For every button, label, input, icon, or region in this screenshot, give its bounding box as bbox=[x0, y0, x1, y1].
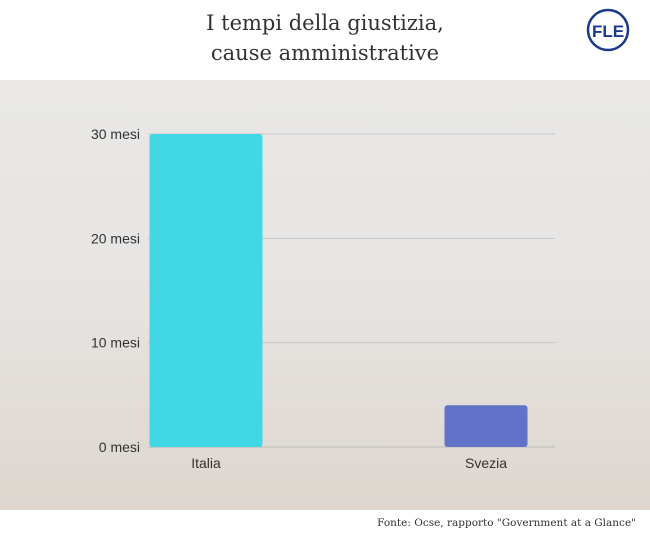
y-tick-label: 30 mesi bbox=[91, 126, 140, 142]
x-tick-label: Svezia bbox=[465, 455, 507, 471]
y-tick-label: 10 mesi bbox=[91, 335, 140, 351]
chart-title: I tempi della giustizia, cause amministr… bbox=[0, 8, 650, 68]
x-tick-label: Italia bbox=[191, 455, 221, 471]
y-tick-label: 0 mesi bbox=[99, 439, 140, 455]
y-axis-ticks: 0 mesi 10 mesi 20 mesi 30 mesi bbox=[91, 126, 140, 455]
source-note: Fonte: Ocse, rapporto "Government at a G… bbox=[377, 517, 636, 529]
bar-italia bbox=[149, 134, 263, 447]
title-line-1: I tempi della giustizia, bbox=[206, 11, 444, 35]
bar-svezia bbox=[444, 405, 528, 447]
title-line-2: cause amministrative bbox=[210, 41, 440, 65]
fle-logo-icon: FLE bbox=[586, 8, 630, 52]
bars bbox=[149, 134, 528, 447]
x-axis-ticks: Italia Svezia bbox=[191, 455, 507, 471]
chart-background bbox=[0, 80, 650, 510]
logo-text: FLE bbox=[592, 22, 624, 41]
y-tick-label: 20 mesi bbox=[91, 230, 140, 246]
